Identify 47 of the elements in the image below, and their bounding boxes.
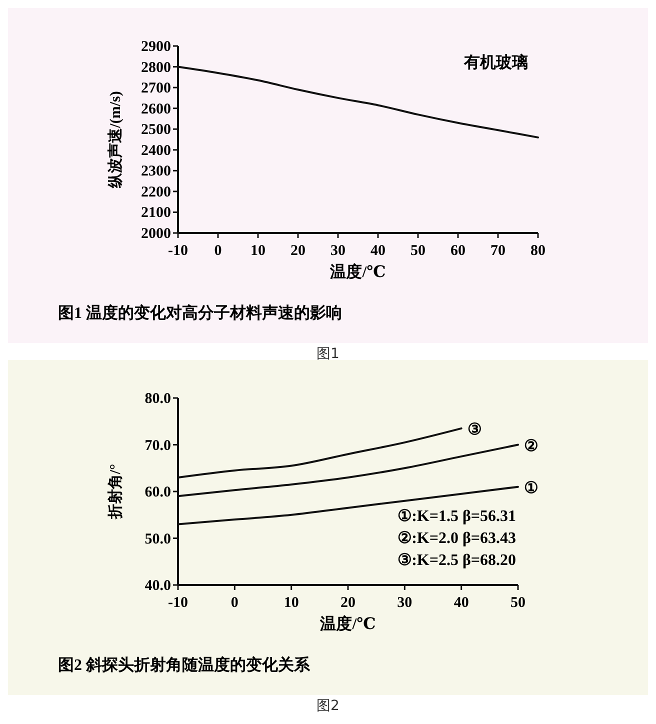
x-tick-label: -10	[168, 595, 188, 611]
text: 图1 温度的变化对高分子材料声速的影响	[58, 303, 342, 322]
y-axis-title: 纵波声速/(m/s)	[107, 91, 124, 189]
x-tick-label: 40	[370, 243, 386, 259]
y-tick-label: 80.0	[144, 391, 171, 407]
y-tick-label: 60.0	[144, 484, 171, 500]
series-label: ②	[524, 438, 538, 455]
y-tick-label: 2700	[141, 80, 171, 97]
x-tick-label: 50	[510, 595, 526, 611]
y-tick-label: 2900	[141, 39, 171, 55]
x-tick-label: 80	[530, 243, 546, 259]
caption: 图1	[316, 346, 340, 362]
y-axis-title: 折射角/°	[107, 464, 124, 520]
x-tick-label: 20	[340, 595, 356, 611]
annotation: ①:K=1.5 β=56.31	[398, 508, 516, 525]
x-tick-label: 0	[214, 243, 222, 259]
x-tick-label: 0	[230, 595, 238, 611]
x-axis-title: 温度/℃	[329, 262, 386, 281]
y-tick-label: 2200	[141, 184, 171, 200]
text: 有机玻璃	[463, 53, 528, 72]
y-tick-label: 2100	[141, 205, 171, 222]
x-tick-label: 50	[410, 243, 426, 259]
annotation: ②:K=2.0 β=63.43	[398, 530, 516, 547]
y-tick-label: 2000	[141, 226, 171, 242]
x-tick-label: 60	[450, 243, 466, 259]
x-tick-label: -10	[168, 243, 188, 259]
x-tick-label: 70	[490, 243, 506, 259]
series-label: ①	[524, 480, 538, 497]
x-tick-label: 40	[454, 595, 469, 611]
x-axis-title: 温度/℃	[319, 614, 376, 633]
y-tick-label: 40.0	[144, 578, 171, 594]
y-tick-label: 2800	[141, 60, 171, 76]
y-tick-label: 50.0	[144, 531, 171, 548]
x-tick-label: 20	[290, 243, 306, 259]
caption: 图2	[316, 698, 340, 714]
y-tick-label: 70.0	[144, 438, 171, 454]
annotation: ③:K=2.5 β=68.20	[398, 552, 516, 569]
y-tick-label: 2500	[141, 122, 171, 138]
text: 图2 斜探头折射角随温度的变化关系	[58, 655, 311, 674]
x-tick-label: 10	[284, 595, 299, 611]
y-tick-label: 2400	[141, 142, 171, 159]
x-tick-label: 30	[330, 243, 346, 259]
series-label: ③	[467, 421, 482, 438]
x-tick-label: 30	[397, 595, 412, 611]
y-tick-label: 2600	[141, 101, 171, 118]
y-tick-label: 2300	[141, 164, 171, 180]
x-tick-label: 10	[250, 243, 266, 259]
